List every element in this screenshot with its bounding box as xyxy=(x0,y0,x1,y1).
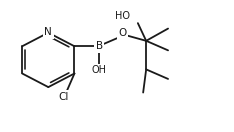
Text: Cl: Cl xyxy=(59,92,69,102)
Text: B: B xyxy=(96,41,103,51)
Text: N: N xyxy=(44,27,52,37)
Text: O: O xyxy=(119,28,127,38)
Text: OH: OH xyxy=(92,65,107,75)
Text: HO: HO xyxy=(115,11,130,21)
